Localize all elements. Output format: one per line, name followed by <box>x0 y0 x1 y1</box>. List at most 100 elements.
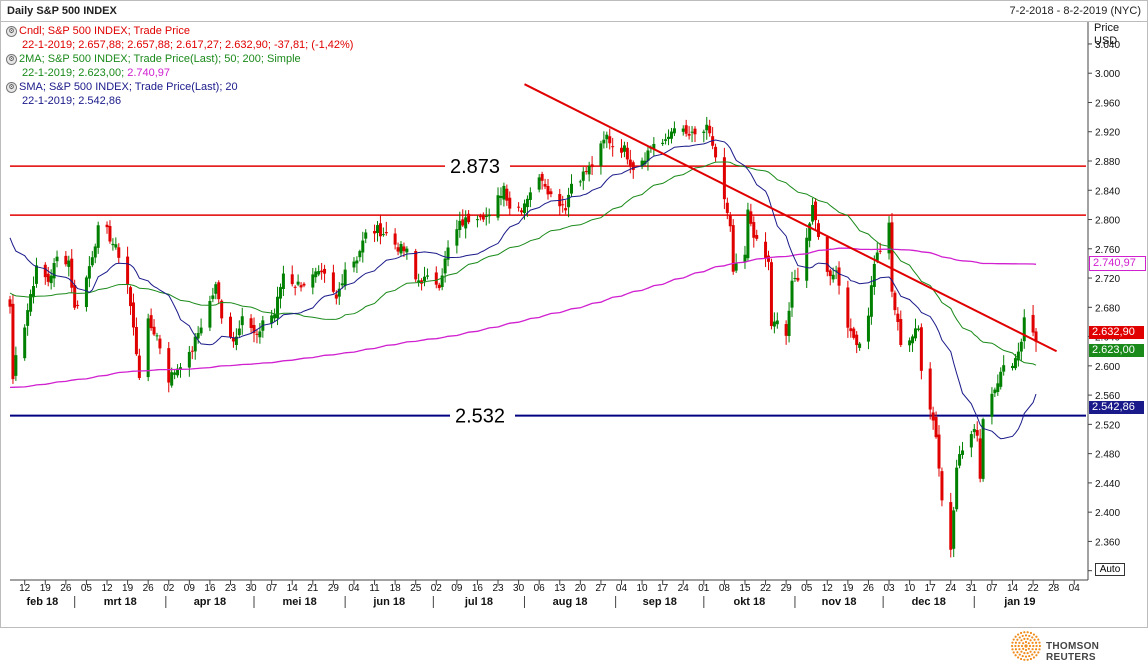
x-tick-label: 25 <box>410 583 422 594</box>
logo-dot <box>1014 635 1017 638</box>
candle-body <box>496 195 500 218</box>
gear-icon[interactable]: ⚙ <box>6 53 17 65</box>
y-tick-label: 2.480 <box>1095 450 1120 461</box>
x-tick-label: 16 <box>204 583 216 594</box>
candle-body <box>755 235 759 239</box>
candle-body <box>311 274 315 288</box>
logo-dot <box>1012 651 1015 654</box>
candle-body <box>890 222 894 292</box>
candle-body <box>831 274 835 280</box>
price-label: Price <box>1094 22 1120 34</box>
ma200-line <box>9 247 1037 389</box>
candle-body <box>625 147 629 160</box>
candle-body <box>199 327 203 334</box>
ma50-line <box>9 161 1037 366</box>
candle-body <box>34 265 38 284</box>
candle-body <box>602 139 606 144</box>
candle-body <box>681 128 685 132</box>
level-label-upper-bg <box>445 155 510 178</box>
candle-body <box>108 225 112 242</box>
y-tick-label: 2.680 <box>1095 303 1120 314</box>
candle-body <box>364 232 368 239</box>
logo-dot <box>1012 638 1015 641</box>
month-label: dec 18 <box>912 596 946 608</box>
candle-body <box>296 281 300 285</box>
gear-icon[interactable]: ⚙ <box>6 81 17 93</box>
candle-body <box>546 186 550 195</box>
candle-body <box>528 192 532 200</box>
candle-body <box>352 261 356 268</box>
candle-body <box>278 287 282 299</box>
candle-body <box>11 303 15 380</box>
logo-dot <box>1020 650 1023 653</box>
candle-body <box>1019 341 1023 352</box>
candle-body <box>567 194 571 208</box>
x-tick-label: 31 <box>966 583 978 594</box>
logo-dot <box>1026 637 1029 640</box>
candle-body <box>928 368 932 410</box>
candle-body <box>396 247 400 252</box>
candle-body <box>958 454 962 466</box>
logo-dot <box>1018 641 1021 644</box>
legend-ma2-title: 2MA; S&P 500 INDEX; Trade Price(Last); 5… <box>19 53 301 65</box>
logo-dot <box>1018 648 1021 651</box>
candle-body <box>993 389 997 394</box>
logo-dot <box>1011 648 1014 651</box>
candle-body <box>611 146 615 148</box>
candle-body <box>790 280 794 308</box>
candle-body <box>320 270 324 273</box>
x-tick-label: 10 <box>904 583 916 594</box>
candle-body <box>646 150 650 161</box>
logo-dot <box>1024 634 1028 637</box>
candle-body <box>414 250 418 280</box>
candle-body <box>858 343 862 348</box>
candle-body <box>255 333 259 335</box>
candle-body <box>155 335 159 337</box>
candle-body <box>628 159 632 166</box>
candle-body <box>878 250 882 252</box>
candle-body <box>517 206 521 208</box>
candle-body <box>1011 365 1015 369</box>
candle-body <box>664 139 668 141</box>
x-tick-label: 19 <box>40 583 52 594</box>
y-tick-label: 2.440 <box>1095 479 1120 490</box>
logo-dot <box>1032 644 1035 648</box>
close-value-tag: 2.632,90 <box>1089 325 1144 339</box>
candle-body <box>73 285 77 308</box>
logo-dot <box>1021 654 1024 658</box>
candle-body <box>931 412 935 421</box>
candle-body <box>570 183 574 194</box>
logo-dot <box>1038 641 1041 644</box>
candle-body <box>158 338 162 349</box>
candle-body <box>672 128 676 134</box>
candle-body <box>32 286 36 297</box>
month-label: feb 18 <box>26 596 58 608</box>
candle-body <box>423 276 427 282</box>
auto-scale-button[interactable]: Auto <box>1095 563 1125 576</box>
x-tick-label: 19 <box>122 583 134 594</box>
candle-body <box>1022 317 1026 342</box>
candle-body <box>405 248 409 253</box>
candle-body <box>55 256 59 262</box>
candle-body <box>290 274 294 285</box>
candle-body <box>358 251 362 258</box>
y-tick-label: 2.520 <box>1095 420 1120 431</box>
x-tick-label: 04 <box>616 583 628 594</box>
logo-dot <box>1031 648 1034 651</box>
x-tick-label: 14 <box>1007 583 1019 594</box>
candle-body <box>193 336 197 352</box>
candle-body <box>234 336 238 346</box>
legend-ma2-date: 22-1-2019; <box>22 67 79 79</box>
logo-dot <box>1028 654 1031 658</box>
candle-body <box>643 160 647 165</box>
candle-body <box>949 502 953 550</box>
x-tick-label: 04 <box>348 583 360 594</box>
candle-body <box>458 220 462 230</box>
logo-dot <box>1029 650 1032 653</box>
candle-body <box>505 188 509 201</box>
gear-icon[interactable]: ⚙ <box>6 25 17 37</box>
candle-body <box>584 171 588 173</box>
candle-body <box>893 292 897 311</box>
candle-body <box>481 215 485 220</box>
